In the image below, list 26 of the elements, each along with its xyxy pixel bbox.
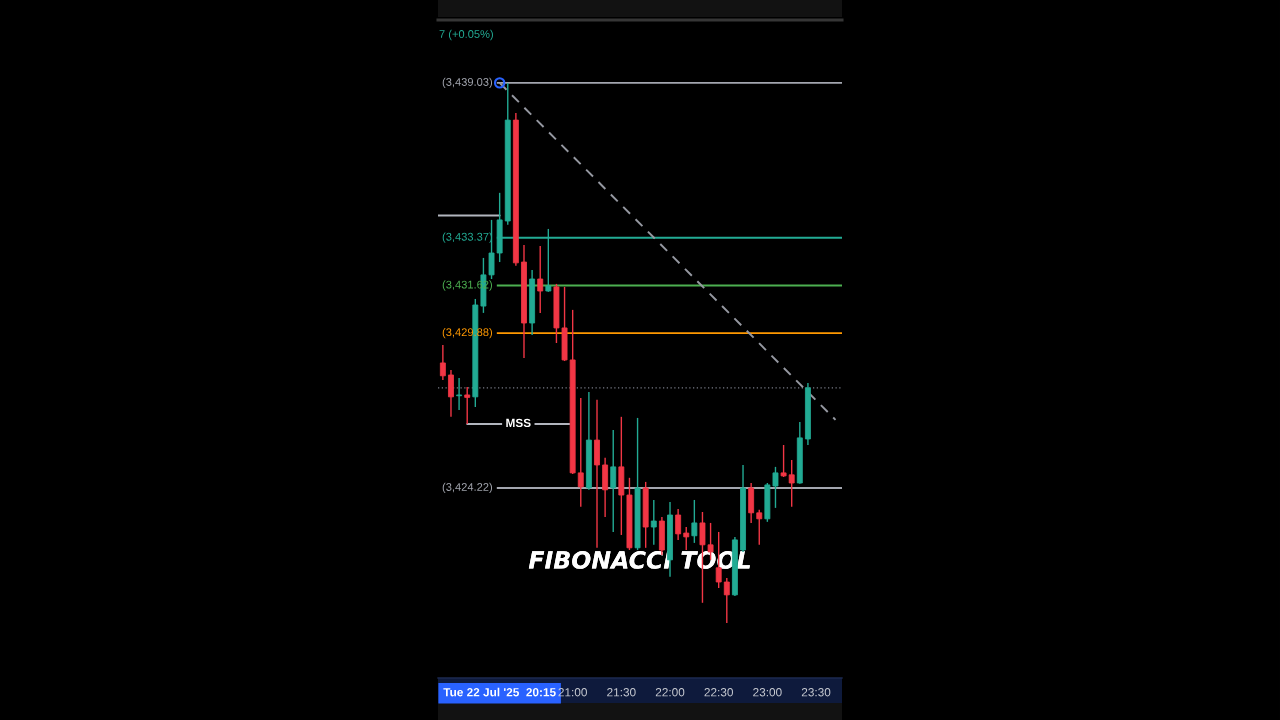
candlestick — [675, 508, 682, 541]
candlestick — [577, 397, 584, 508]
candlestick — [439, 344, 446, 381]
candlestick — [456, 377, 463, 411]
x-tick-label: 23:00 — [753, 688, 782, 697]
candlestick — [650, 499, 657, 546]
candlestick — [723, 577, 730, 624]
x-tick-label: 22:30 — [704, 688, 733, 697]
candlestick — [537, 245, 544, 314]
x-tick-label: 21:30 — [607, 688, 636, 697]
candlestick — [610, 429, 617, 533]
ref-line-label: (3,424.22) — [442, 482, 492, 494]
candlestick — [788, 459, 795, 508]
ref-line-label: (3,433.37) — [442, 232, 492, 243]
candlestick — [691, 499, 698, 544]
x-tick-label: 23:30 — [801, 688, 831, 697]
candlestick — [448, 369, 454, 418]
ref-line-label: (3,439.03) — [442, 77, 492, 89]
x-tick-label: 22:00 — [655, 688, 685, 697]
candlestick — [756, 509, 763, 546]
series-label: MSS — [506, 418, 531, 428]
candlestick — [464, 386, 471, 425]
candlestick — [683, 526, 690, 551]
x-tick-label: Tue 22 Jul '25 20:15 — [443, 687, 556, 697]
candlestick — [780, 444, 787, 478]
annotation: 7 (+0.05%) — [439, 29, 493, 41]
